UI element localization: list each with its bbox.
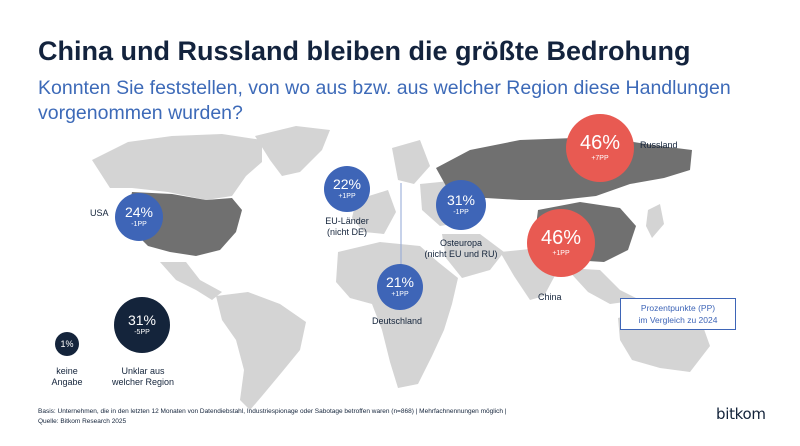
bubble-change: +7PP (591, 155, 609, 162)
bubble-change: -5PP (134, 329, 150, 336)
label-keine-angabe: keine Angabe (42, 366, 92, 388)
legend-line: Prozentpunkte (PP) (640, 303, 716, 313)
canada-alaska (92, 134, 262, 200)
label-osteuropa: Osteuropa (nicht EU und RU) (421, 238, 501, 260)
bubble-value: 31% (446, 192, 476, 208)
japan (646, 204, 664, 238)
label-russland: Russland (640, 140, 678, 150)
label-deutschland: Deutschland (372, 316, 423, 326)
bubble-russland: 46% +7PP (566, 114, 634, 182)
bubble-value: 21% (385, 274, 415, 290)
bubble-value: 31% (127, 312, 157, 328)
label-line: keine (56, 366, 78, 376)
chart-title: China und Russland bleiben die größte Be… (38, 36, 691, 66)
label-line: EU-Länder (325, 216, 369, 226)
bubble-change: +1PP (552, 250, 570, 257)
label-line: Angabe (51, 377, 83, 387)
bubble-change: +1PP (391, 291, 409, 298)
footer-note: Basis: Unternehmen, die in den letzten 1… (38, 407, 507, 427)
label-unklar: Unklar aus welcher Region (104, 366, 182, 388)
greenland (255, 126, 330, 176)
central-america (160, 262, 222, 300)
footer-basis: Basis: Unternehmen, die in den letzten 1… (38, 408, 507, 415)
chart-subtitle: Konnten Sie feststellen, von wo aus bzw.… (38, 77, 731, 124)
bubble-keine-angabe: 1% (55, 332, 79, 356)
bubble-change: +1PP (338, 193, 356, 200)
bubble-deutschland: 21% +1PP (377, 264, 423, 310)
bubble-change: -1PP (131, 221, 147, 228)
africa (336, 242, 458, 388)
bubble-value: 46% (540, 227, 582, 249)
label-line: (nicht EU und RU) (424, 249, 498, 259)
label-line: (nicht DE) (326, 227, 367, 237)
bubble-value: 24% (124, 204, 154, 220)
bubble-change: -1PP (453, 209, 469, 216)
south-america (216, 292, 306, 410)
label-line: welcher Region (111, 377, 175, 387)
legend-line: im Vergleich zu 2024 (638, 315, 718, 325)
bubble-osteuropa: 31% -1PP (436, 180, 486, 230)
legend-box: Prozentpunkte (PP) im Vergleich zu 2024 (620, 298, 736, 330)
bubble-usa: 24% -1PP (115, 193, 163, 241)
label-usa: USA (90, 208, 109, 218)
label-eu: EU-Länder (nicht DE) (311, 216, 383, 238)
southeast-asia (566, 268, 640, 304)
bubble-unklar: 31% -5PP (114, 297, 170, 353)
bubble-value: 46% (579, 132, 621, 154)
label-line: Osteuropa (439, 238, 483, 248)
label-line: Unklar aus (121, 366, 165, 376)
bubble-value: 1% (60, 339, 74, 349)
scandinavia (392, 140, 430, 184)
bubble-eu: 22% +1PP (324, 166, 370, 212)
footer-source: Quelle: Bitkom Research 2025 (38, 418, 127, 425)
middle-east (442, 234, 504, 278)
bubble-value: 22% (332, 176, 362, 192)
label-china: China (538, 292, 562, 302)
bitkom-logo: bitkom (716, 405, 766, 423)
bubble-china: 46% +1PP (527, 209, 595, 277)
